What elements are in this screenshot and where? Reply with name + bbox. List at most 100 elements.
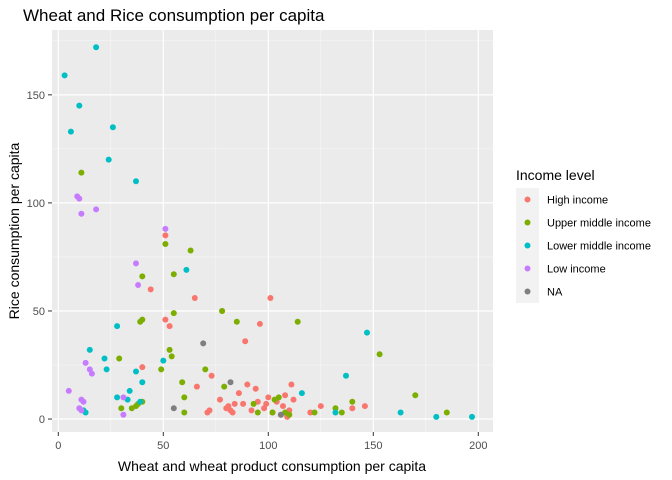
data-point	[88, 370, 95, 377]
data-point	[78, 169, 85, 176]
legend-title: Income level	[516, 167, 595, 183]
legend-marker	[524, 196, 531, 203]
data-point	[290, 396, 297, 403]
data-points	[61, 44, 475, 420]
data-point	[86, 346, 93, 353]
data-point	[82, 359, 89, 366]
data-point	[147, 286, 154, 293]
data-point	[252, 385, 259, 392]
data-point	[265, 394, 272, 401]
y-tick-label: 50	[33, 306, 45, 318]
data-point	[240, 400, 247, 407]
data-point	[282, 392, 289, 399]
data-point	[349, 398, 356, 405]
data-point	[139, 364, 146, 371]
y-tick-label: 150	[27, 90, 45, 102]
data-point	[235, 390, 242, 397]
data-point	[65, 387, 72, 394]
legend-marker	[524, 242, 531, 249]
data-point	[139, 273, 146, 280]
legend-label: Upper middle income	[547, 218, 651, 230]
data-point	[67, 128, 74, 135]
data-point	[158, 366, 165, 373]
data-point	[162, 225, 169, 232]
data-point	[114, 323, 121, 330]
data-point	[118, 405, 125, 412]
series-lower-middle-income	[61, 44, 475, 420]
x-tick-label: 150	[364, 440, 382, 452]
data-point	[170, 310, 177, 317]
data-point	[469, 413, 475, 420]
data-point	[76, 195, 83, 202]
data-point	[128, 405, 135, 412]
y-axis-ticks: 0 50 100 150	[27, 90, 52, 426]
data-point	[256, 320, 263, 327]
data-point	[133, 368, 139, 375]
data-point	[280, 403, 286, 410]
data-point	[181, 394, 188, 401]
data-point	[120, 411, 127, 418]
data-point	[193, 383, 200, 390]
data-point	[170, 271, 177, 278]
data-point	[103, 366, 110, 373]
y-tick-label: 100	[27, 198, 45, 210]
legend-marker	[524, 265, 531, 272]
data-point	[191, 295, 198, 301]
data-point	[135, 282, 142, 289]
data-point	[343, 372, 349, 379]
legend-label: Lower middle income	[547, 241, 651, 253]
data-point	[208, 372, 215, 379]
data-point	[242, 338, 249, 345]
data-point	[227, 379, 234, 386]
data-point	[93, 44, 100, 51]
data-point	[202, 366, 209, 373]
data-point	[168, 353, 175, 360]
data-point	[120, 394, 127, 401]
data-point	[162, 316, 169, 323]
plot-panel	[52, 30, 493, 432]
data-point	[248, 407, 255, 414]
x-tick-label: 100	[259, 440, 277, 452]
data-point	[101, 355, 108, 362]
x-axis-title: Wheat and wheat product consumption per …	[118, 458, 426, 474]
data-point	[221, 383, 228, 390]
data-point	[166, 346, 173, 353]
data-point	[170, 405, 177, 412]
data-point	[78, 407, 85, 414]
data-point	[187, 247, 194, 254]
data-point	[250, 400, 257, 407]
data-point	[244, 381, 251, 388]
data-point	[126, 387, 133, 394]
data-point	[298, 390, 305, 397]
legend: Income level High income Upper middle inc…	[516, 167, 651, 303]
data-point	[179, 379, 186, 386]
data-point	[229, 409, 236, 416]
grid-lines	[52, 30, 493, 432]
data-point	[267, 295, 274, 301]
series-low-income	[65, 193, 169, 418]
data-point	[294, 318, 301, 325]
data-point	[271, 396, 278, 403]
legend-label: NA	[547, 287, 563, 299]
data-point	[332, 405, 339, 412]
data-point	[181, 409, 188, 416]
data-point	[263, 400, 270, 407]
data-point	[105, 156, 112, 163]
data-point	[200, 340, 207, 347]
data-point	[162, 240, 169, 247]
data-point	[166, 323, 173, 330]
data-point	[233, 318, 240, 325]
series-na	[170, 340, 284, 418]
data-point	[78, 210, 85, 217]
y-axis-title: Rice consumption per capita	[6, 142, 22, 319]
data-point	[376, 351, 383, 358]
data-point	[217, 396, 223, 403]
data-point	[269, 409, 276, 416]
data-point	[139, 316, 146, 323]
data-point	[160, 357, 167, 364]
data-point	[162, 232, 169, 239]
data-point	[139, 379, 146, 386]
x-tick-label: 50	[157, 440, 169, 452]
data-point	[219, 307, 226, 314]
